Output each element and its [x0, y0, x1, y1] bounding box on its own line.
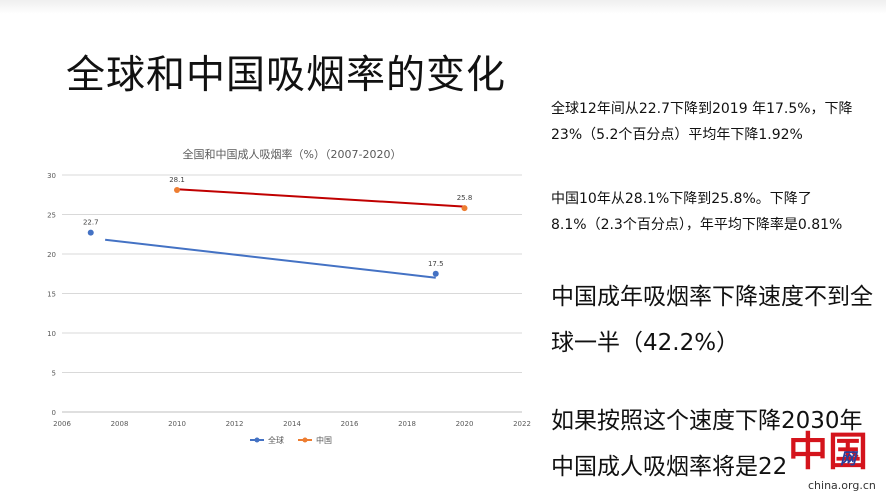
x-tick-label: 2020	[456, 420, 474, 428]
smoking-rate-chart: 全国和中国成人吸烟率（%）（2007-2020） 0 5 10 15 20 25 30 2006…	[47, 147, 531, 445]
legend-swatch-marker	[302, 437, 308, 443]
data-label: 25.8	[457, 194, 473, 202]
x-tick-label: 2018	[398, 420, 416, 428]
data-point	[432, 270, 439, 277]
y-tick-label: 10	[47, 330, 56, 338]
y-tick-label: 5	[52, 370, 56, 378]
x-tick-label: 2014	[283, 420, 301, 428]
x-tick-label: 2012	[226, 420, 244, 428]
x-tick-label: 2016	[341, 420, 359, 428]
chart-title: 全国和中国成人吸烟率（%）（2007-2020）	[183, 147, 402, 161]
chart-panel: 全国和中国成人吸烟率（%）（2007-2020） 0 5 10 15 20 25 30 2006…	[28, 112, 544, 467]
logo-mark: 中国	[788, 428, 868, 475]
data-point	[174, 187, 180, 194]
y-tick-label: 15	[47, 291, 56, 299]
legend-label: 全球	[268, 435, 284, 445]
legend-label: 中国	[316, 435, 332, 445]
x-tick-label: 2008	[111, 420, 129, 428]
legend-swatch-marker	[254, 437, 260, 443]
slide-top-strip	[0, 0, 886, 14]
data-point	[461, 205, 468, 212]
x-tick-label: 2022	[513, 420, 531, 428]
x-tick-label: 2006	[53, 420, 71, 428]
logo-net: 网	[840, 449, 857, 468]
comparison-statement: 中国成年吸烟率下降速度不到全球一半（42.2%）	[551, 284, 873, 356]
logo-url: china.org.cn	[808, 479, 876, 492]
slide-title: 全球和中国吸烟率的变化	[66, 53, 507, 98]
y-tick-label: 20	[47, 251, 56, 259]
data-label: 28.1	[169, 176, 185, 184]
projection-statement: 如果按照这个速度下降2030年中国成人吸烟率将是22	[551, 408, 863, 480]
global-summary-text: 全球12年间从22.7下降到2019 年17.5%，下降23%（5.2个百分点）…	[551, 101, 853, 143]
china-org-logo: 中国 网 china.org.cn	[788, 429, 886, 499]
trendline-china	[176, 188, 465, 208]
x-tick-label: 2010	[168, 420, 186, 428]
data-label: 17.5	[428, 260, 444, 268]
data-point	[87, 229, 94, 236]
trendline-global	[105, 238, 436, 279]
china-summary-text: 中国10年从28.1%下降到25.8%。下降了8.1%（2.3个百分点），年平均…	[551, 191, 843, 233]
y-tick-label: 0	[52, 409, 56, 417]
y-tick-label: 30	[47, 172, 56, 180]
y-tick-label: 25	[47, 212, 56, 220]
data-label: 22.7	[83, 219, 99, 227]
